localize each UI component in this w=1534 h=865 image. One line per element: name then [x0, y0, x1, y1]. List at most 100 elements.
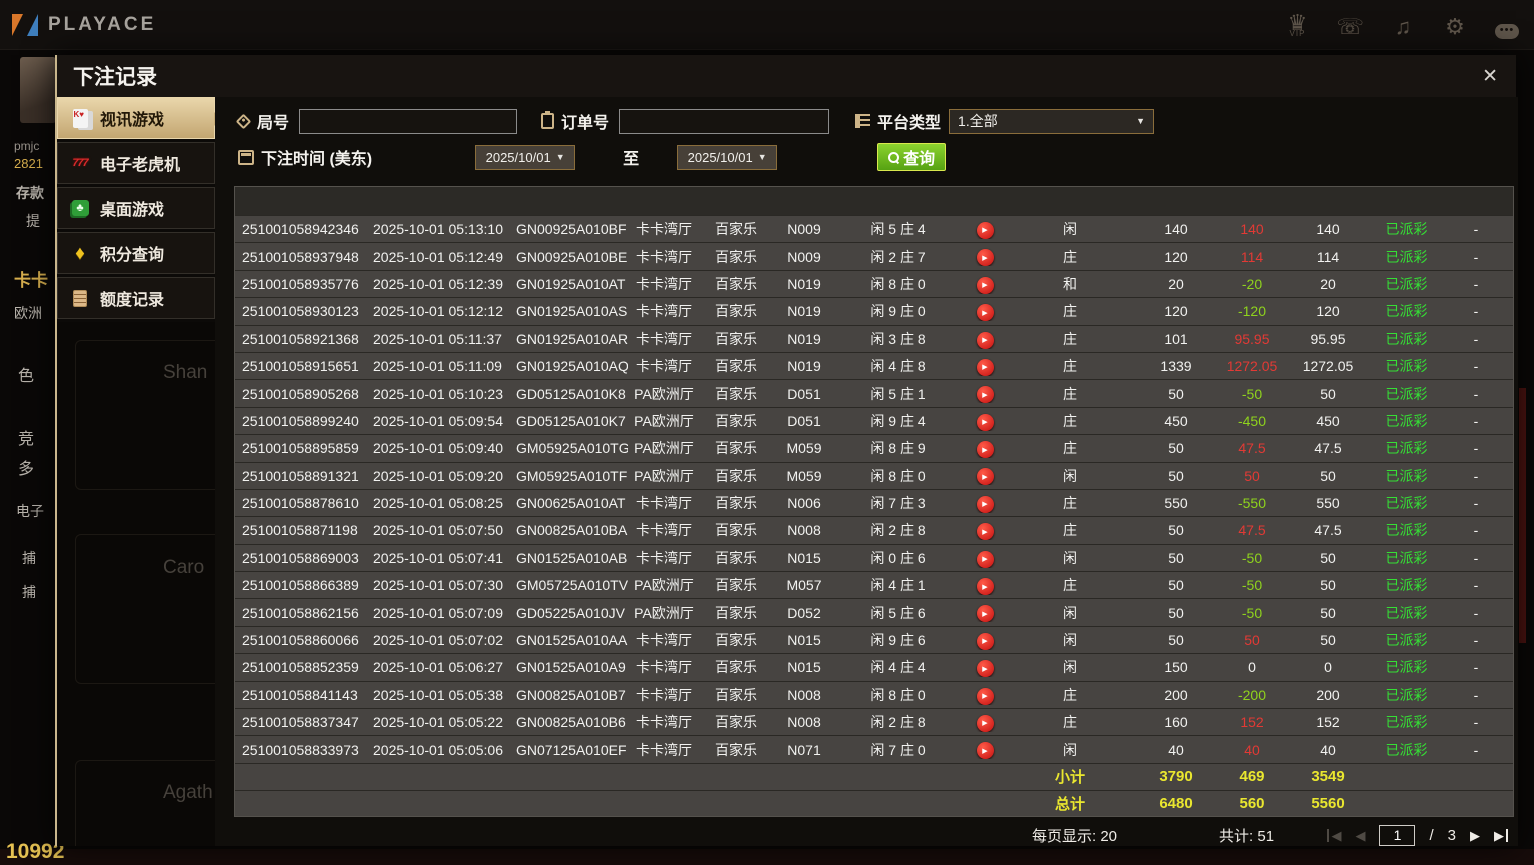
table-row[interactable]: 251001058837347 2025-10-01 05:05:22 GN00…: [235, 708, 1513, 735]
cell-table-no: N009: [787, 221, 821, 238]
cell-game-type: 百家乐: [715, 686, 757, 703]
play-video-icon[interactable]: ▶: [976, 249, 994, 267]
play-video-icon[interactable]: ▶: [976, 221, 994, 239]
tab-kakawan[interactable]: 卡卡: [14, 271, 48, 290]
chat-icon[interactable]: •••: [1494, 15, 1520, 39]
play-video-icon[interactable]: ▶: [976, 358, 994, 376]
playace-logo[interactable]: PLAYACE: [10, 12, 156, 38]
table-row[interactable]: 251001058921368 2025-10-01 05:11:37 GN01…: [235, 324, 1513, 352]
cell-round-no: GN00925A010BF: [516, 221, 627, 238]
cell-result: 闲 2 庄 7: [870, 248, 926, 265]
cell-total-bet: 50: [1168, 467, 1184, 484]
play-video-icon[interactable]: ▶: [976, 660, 994, 678]
play-video-icon[interactable]: ▶: [976, 276, 994, 294]
cell-order-no: 251001058866389: [242, 577, 359, 594]
play-video-icon[interactable]: ▶: [976, 578, 994, 596]
balance-label: 2821: [14, 156, 43, 171]
sidebar-item[interactable]: 积分查询: [57, 232, 215, 274]
table-row[interactable]: 251001058871198 2025-10-01 05:07:50 GN00…: [235, 516, 1513, 543]
tab-se[interactable]: 色: [18, 368, 35, 385]
table-row[interactable]: 251001058869003 2025-10-01 05:07:41 GN01…: [235, 543, 1513, 571]
play-video-icon[interactable]: ▶: [976, 714, 994, 732]
play-video-icon[interactable]: ▶: [976, 605, 994, 623]
cell-game-mode: -: [1473, 549, 1479, 566]
date-to-select[interactable]: 2025/10/01 ▼: [677, 144, 778, 170]
tab-duo[interactable]: 多: [18, 461, 35, 478]
cell-result: 闲 9 庄 0: [870, 303, 926, 320]
cell-result: 闲 8 庄 9: [870, 440, 926, 457]
table-row[interactable]: 251001058860066 2025-10-01 05:07:02 GN01…: [235, 625, 1513, 653]
play-video-icon[interactable]: ▶: [976, 413, 994, 431]
play-video-icon[interactable]: ▶: [976, 687, 994, 705]
next-page-icon[interactable]: ▶: [1470, 827, 1480, 843]
platform-select[interactable]: 1.全部 ▼: [949, 108, 1155, 134]
cell-game-type: 百家乐: [715, 358, 757, 375]
cell-total-bet: 50: [1168, 549, 1184, 566]
table-row[interactable]: 251001058833973 2025-10-01 05:05:06 GN07…: [235, 735, 1513, 762]
round-input[interactable]: [299, 108, 518, 134]
play-video-icon[interactable]: ▶: [976, 386, 994, 404]
table-row[interactable]: 251001058852359 2025-10-01 05:06:27 GN01…: [235, 653, 1513, 680]
table-row[interactable]: 251001058899240 2025-10-01 05:09:54 GD05…: [235, 406, 1513, 434]
table-row[interactable]: 251001058937948 2025-10-01 05:12:49 GN00…: [235, 242, 1513, 269]
cell-game-mode: -: [1473, 221, 1479, 238]
tab-buyu-1[interactable]: 捕: [22, 550, 36, 566]
previous-page-icon[interactable]: ◀: [1355, 827, 1366, 843]
table-row[interactable]: 251001058891321 2025-10-01 05:09:20 GM05…: [235, 461, 1513, 489]
table-row[interactable]: 251001058905268 2025-10-01 05:10:23 GD05…: [235, 379, 1513, 406]
table-row[interactable]: 251001058930123 2025-10-01 05:12:12 GN01…: [235, 297, 1513, 324]
play-video-icon[interactable]: ▶: [976, 331, 994, 349]
play-video-icon[interactable]: ▶: [976, 632, 994, 650]
vip-icon[interactable]: ♛ VIP: [1287, 9, 1308, 38]
play-video-icon[interactable]: ▶: [976, 304, 994, 322]
cell-payout: 40: [1244, 741, 1260, 758]
status-badge: 已派彩: [1385, 659, 1428, 676]
page-input[interactable]: [1379, 824, 1416, 846]
play-video-icon[interactable]: ▶: [976, 742, 994, 760]
cell-bet-time: 2025-10-01 05:11:09: [373, 358, 502, 375]
table-row[interactable]: 251001058862156 2025-10-01 05:07:09 GD05…: [235, 598, 1513, 625]
table-row[interactable]: 251001058895859 2025-10-01 05:09:40 GM05…: [235, 434, 1513, 461]
table-row[interactable]: 251001058915651 2025-10-01 05:11:09 GN01…: [235, 351, 1513, 379]
query-button[interactable]: 查询: [877, 143, 947, 171]
customer-service-icon[interactable]: ☏: [1336, 13, 1364, 39]
cell-total-bet: 40: [1168, 741, 1184, 758]
settings-icon[interactable]: ⚙: [1445, 13, 1465, 39]
tab-dianzi[interactable]: 电子: [16, 503, 44, 519]
order-input[interactable]: [619, 108, 830, 134]
sidebar-item[interactable]: 视讯游戏: [57, 97, 221, 139]
cell-play: 庄: [1063, 686, 1077, 703]
list-icon: [855, 114, 871, 128]
withdraw-button[interactable]: 提: [26, 213, 40, 229]
sidebar-item[interactable]: 桌面游戏: [57, 187, 215, 229]
date-from-select[interactable]: 2025/10/01 ▼: [475, 144, 576, 170]
table-row[interactable]: 251001058942346 2025-10-01 05:13:10 GN00…: [235, 215, 1513, 242]
music-icon[interactable]: ♫: [1394, 13, 1412, 39]
play-video-icon[interactable]: ▶: [976, 468, 994, 486]
play-video-icon[interactable]: ▶: [976, 550, 994, 568]
cell-valid-bet: 50: [1320, 604, 1336, 621]
deposit-button[interactable]: 存款: [16, 185, 44, 201]
sidebar-item[interactable]: 额度记录: [57, 277, 215, 319]
platform-label: 平台类型: [877, 115, 942, 132]
play-video-icon[interactable]: ▶: [976, 441, 994, 459]
table-row[interactable]: 251001058878610 2025-10-01 05:08:25 GN00…: [235, 488, 1513, 516]
table-row[interactable]: 251001058935776 2025-10-01 05:12:39 GN01…: [235, 269, 1513, 297]
table-row[interactable]: 251001058866389 2025-10-01 05:07:30 GM05…: [235, 571, 1513, 598]
tab-europe[interactable]: 欧洲: [14, 305, 42, 321]
play-video-icon[interactable]: ▶: [976, 495, 994, 513]
play-video-icon[interactable]: ▶: [976, 523, 994, 541]
cell-platform: PA欧洲厅: [634, 467, 694, 484]
first-page-icon[interactable]: ◀: [1327, 828, 1341, 842]
cell-result: 闲 9 庄 6: [870, 632, 926, 649]
table-row[interactable]: 251001058841143 2025-10-01 05:05:38 GN00…: [235, 680, 1513, 708]
page-separator: /: [1429, 826, 1434, 844]
cell-order-no: 251001058895859: [242, 440, 359, 457]
cell-result: 闲 2 庄 8: [870, 522, 926, 539]
close-icon[interactable]: ✕: [1482, 65, 1498, 87]
last-page-icon[interactable]: ▶: [1494, 828, 1508, 842]
sidebar-item[interactable]: 电子老虎机: [57, 142, 215, 184]
tab-jing[interactable]: 竞: [18, 431, 35, 448]
tab-buyu-2[interactable]: 捕: [22, 584, 36, 600]
